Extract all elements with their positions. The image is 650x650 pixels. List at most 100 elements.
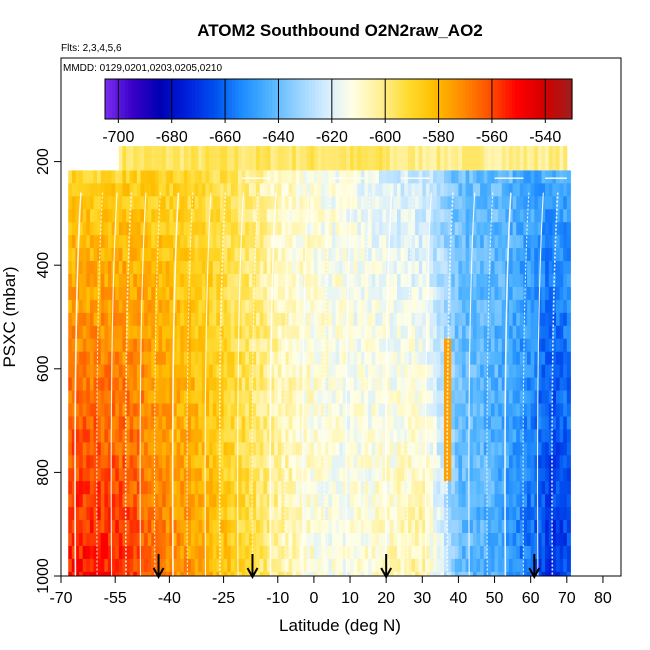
heatmap-cell — [494, 209, 499, 223]
heatmap-cell — [136, 196, 141, 210]
heatmap-cell — [154, 545, 160, 560]
heatmap-cell — [79, 261, 84, 275]
heatmap-cell — [364, 481, 369, 495]
heatmap-cell — [552, 146, 557, 171]
heatmap-cell — [451, 325, 456, 340]
heatmap-cell — [147, 571, 152, 576]
heatmap-cell — [111, 429, 116, 443]
heatmap-cell — [328, 416, 333, 430]
heatmap-cell — [534, 455, 539, 469]
heatmap-cell — [126, 390, 131, 405]
heatmap-cell — [281, 325, 286, 340]
heatmap-cell — [346, 170, 351, 184]
heatmap-cell — [566, 507, 571, 521]
heatmap-cell — [115, 545, 120, 560]
heatmap-cell — [256, 222, 261, 236]
heatmap-cell — [425, 545, 431, 560]
heatmap-cell — [129, 286, 134, 301]
heatmap-cell — [375, 377, 380, 392]
heatmap-cell — [404, 261, 409, 275]
colorbar-segment — [411, 79, 416, 119]
heatmap-cell — [382, 146, 387, 171]
heatmap-cell — [490, 468, 496, 482]
heatmap-cell — [136, 558, 141, 573]
heatmap-cell — [216, 507, 221, 521]
heatmap-cell — [238, 248, 243, 262]
heatmap-cell — [397, 520, 402, 534]
heatmap-cell — [519, 351, 524, 366]
heatmap-cell — [364, 520, 369, 534]
heatmap-cell — [281, 545, 286, 560]
heatmap-cell — [303, 390, 308, 405]
heatmap-cell — [552, 183, 557, 197]
heatmap-cell — [219, 416, 225, 430]
heatmap-cell — [433, 286, 438, 301]
heatmap-cell — [411, 403, 416, 417]
heatmap-cell — [89, 274, 95, 288]
heatmap-cell — [498, 338, 503, 353]
heatmap-cell — [490, 248, 496, 262]
heatmap-cell — [505, 442, 510, 456]
heatmap-cell — [339, 248, 344, 262]
colorbar-segment — [148, 79, 153, 119]
heatmap-cell — [292, 545, 297, 560]
heatmap-cell — [480, 390, 485, 405]
heatmap-cell — [530, 209, 535, 223]
heatmap-cell — [559, 196, 564, 210]
heatmap-cell — [425, 312, 431, 327]
heatmap-cell — [270, 312, 275, 327]
heatmap-cell — [122, 364, 127, 379]
heatmap-cell — [97, 520, 102, 534]
heatmap-cell — [378, 545, 384, 560]
heatmap-cell — [378, 312, 384, 327]
heatmap-cell — [397, 390, 402, 405]
heatmap-cell — [248, 261, 253, 275]
heatmap-cell — [458, 442, 463, 456]
heatmap-cell — [288, 274, 293, 288]
heatmap-cell — [443, 507, 449, 521]
heatmap-cell — [335, 196, 340, 210]
colorbar-segment — [375, 79, 380, 119]
heatmap-cell — [198, 222, 203, 236]
heatmap-cell — [285, 209, 290, 223]
heatmap-cell — [519, 455, 524, 469]
flight-track-line — [468, 192, 476, 576]
heatmap-cell — [339, 429, 344, 443]
heatmap-cell — [519, 558, 524, 573]
heatmap-cell — [79, 274, 84, 288]
heatmap-cell — [454, 507, 459, 521]
heatmap-cell — [122, 377, 127, 392]
heatmap-cell — [350, 248, 355, 262]
heatmap-cell — [480, 183, 485, 197]
heatmap-cell — [256, 248, 261, 262]
heatmap-cell — [191, 442, 196, 456]
heatmap-cell — [162, 235, 167, 249]
heatmap-cell — [368, 338, 373, 353]
heatmap-cell — [552, 403, 557, 417]
heatmap-cell — [335, 286, 340, 301]
heatmap-cell — [429, 146, 434, 171]
x-tick-label: 50 — [486, 590, 504, 607]
heatmap-cell — [350, 299, 355, 314]
heatmap-cell — [107, 377, 113, 392]
heatmap-cell — [259, 312, 264, 327]
heatmap-cell — [509, 235, 514, 249]
heatmap-cell — [133, 481, 138, 495]
heatmap-cell — [350, 507, 355, 521]
heatmap-cell — [68, 351, 73, 366]
heatmap-cell — [194, 571, 199, 576]
heatmap-cell — [324, 429, 329, 443]
heatmap-cell — [429, 222, 434, 236]
heatmap-cell — [339, 442, 344, 456]
heatmap-cell — [447, 312, 452, 327]
heatmap-cell — [429, 390, 434, 405]
heatmap-cell — [331, 312, 337, 327]
heatmap-cell — [411, 183, 416, 197]
heatmap-cell — [133, 222, 138, 236]
heatmap-cell — [180, 520, 185, 534]
heatmap-cell — [378, 183, 384, 197]
heatmap-cell — [230, 558, 235, 573]
heatmap-cell — [563, 364, 568, 379]
heatmap-cell — [281, 416, 286, 430]
heatmap-cell — [277, 558, 282, 573]
